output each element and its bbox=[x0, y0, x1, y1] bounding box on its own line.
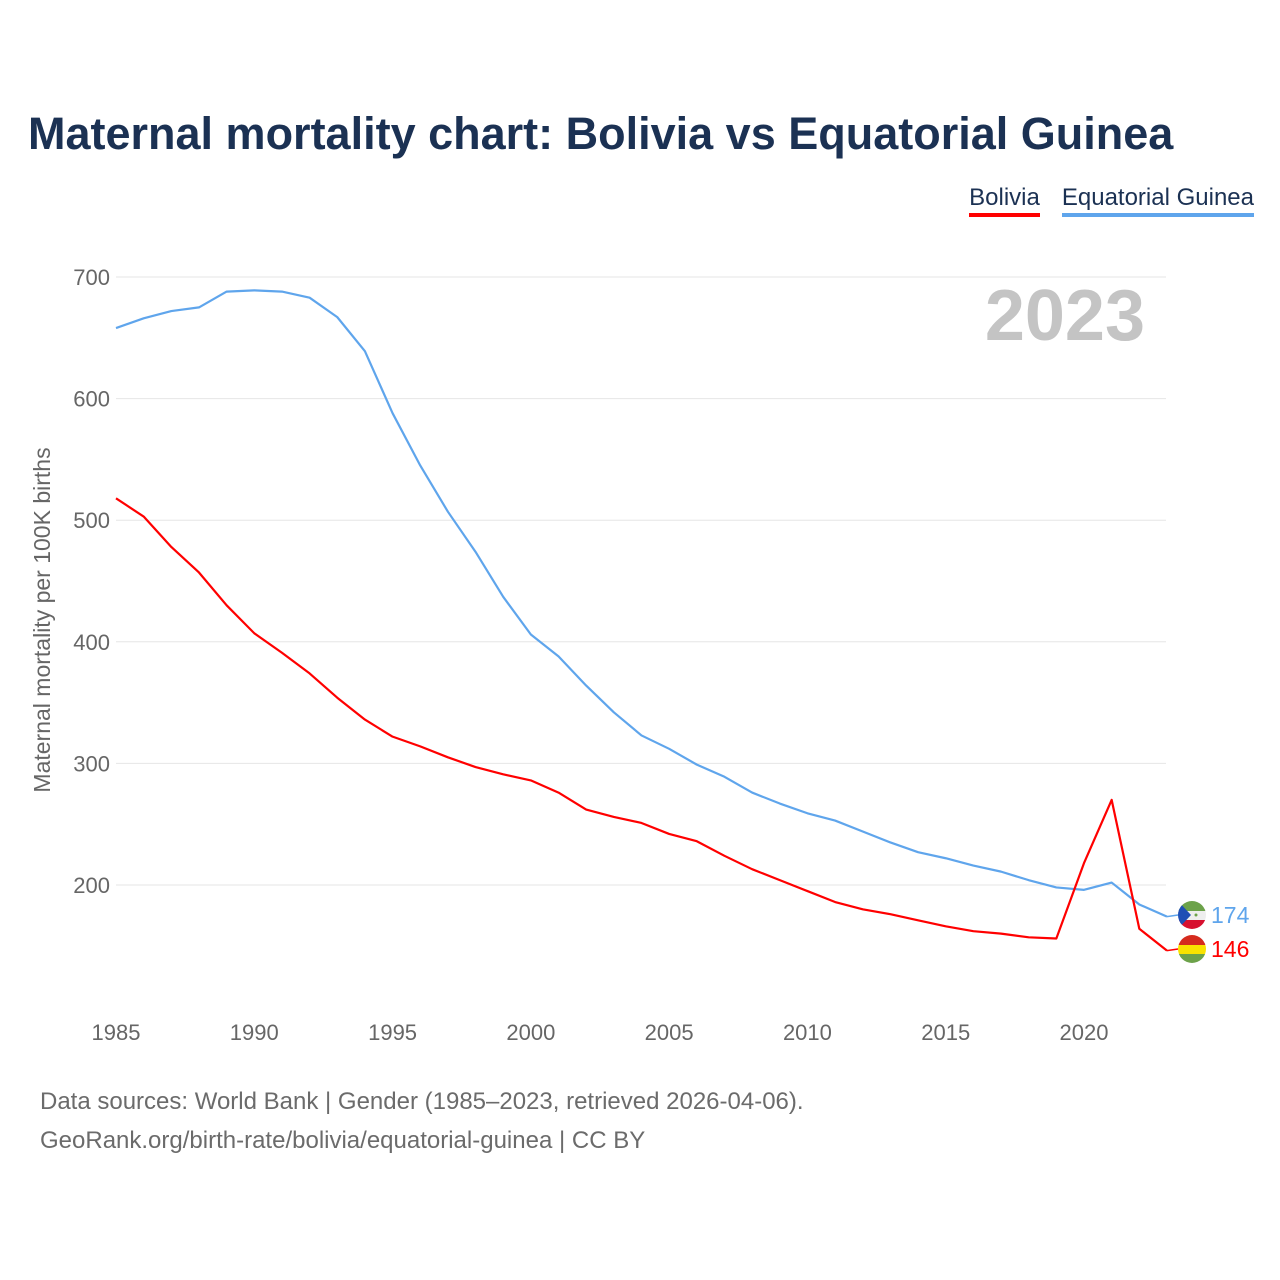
legend-item-bolivia[interactable]: Bolivia bbox=[969, 184, 1040, 217]
end-leader bbox=[1166, 948, 1179, 952]
x-tick-label: 1995 bbox=[368, 1020, 417, 1045]
flag-stripe-green bbox=[1178, 901, 1206, 911]
flag-stripe-yellow bbox=[1178, 945, 1206, 954]
flag-body bbox=[1178, 901, 1206, 929]
legend: Bolivia Equatorial Guinea bbox=[969, 184, 1254, 217]
flag-emblem bbox=[1194, 913, 1198, 917]
x-tick-label: 2005 bbox=[645, 1020, 694, 1045]
x-tick-label: 1985 bbox=[92, 1020, 141, 1045]
y-tick-label: 500 bbox=[73, 508, 110, 533]
flag-triangle-blue bbox=[1178, 901, 1191, 929]
bolivia-flag-icon bbox=[1178, 935, 1206, 963]
chart-title: Maternal mortality chart: Bolivia vs Equ… bbox=[28, 108, 1174, 159]
x-tick-label: 2020 bbox=[1060, 1020, 1109, 1045]
flag-stripe-red bbox=[1178, 935, 1206, 945]
end-value-label: 174 bbox=[1211, 902, 1250, 928]
y-axis-label: Maternal mortality per 100K births bbox=[29, 447, 55, 792]
x-tick-label: 2010 bbox=[783, 1020, 832, 1045]
y-tick-label: 600 bbox=[73, 387, 110, 412]
flag-stripe-white bbox=[1178, 911, 1206, 920]
end-value-label: 146 bbox=[1211, 936, 1249, 962]
equatorial-guinea-flag-icon bbox=[1178, 901, 1206, 929]
year-watermark: 2023 bbox=[985, 276, 1145, 356]
y-tick-label: 300 bbox=[73, 751, 110, 776]
x-tick-label: 2000 bbox=[506, 1020, 555, 1045]
series-line-bolivia bbox=[115, 497, 1168, 952]
footer-url[interactable]: GeoRank.org/birth-rate/bolivia/equatoria… bbox=[40, 1127, 646, 1154]
y-tick-label: 200 bbox=[73, 873, 110, 898]
legend-item-equatorial-guinea[interactable]: Equatorial Guinea bbox=[1061, 184, 1254, 217]
footer-sources: Data sources: World Bank | Gender (1985–… bbox=[40, 1088, 804, 1115]
flag-stripe-green bbox=[1178, 954, 1206, 963]
x-tick-label: 2015 bbox=[921, 1020, 970, 1045]
flag-stripe-red bbox=[1178, 920, 1206, 929]
end-leader bbox=[1166, 914, 1179, 918]
flag-body bbox=[1178, 935, 1206, 963]
y-tick-label: 400 bbox=[73, 630, 110, 655]
y-tick-label: 700 bbox=[73, 265, 110, 290]
x-tick-label: 1990 bbox=[230, 1020, 279, 1045]
series-line-equatorial-guinea bbox=[115, 289, 1168, 918]
